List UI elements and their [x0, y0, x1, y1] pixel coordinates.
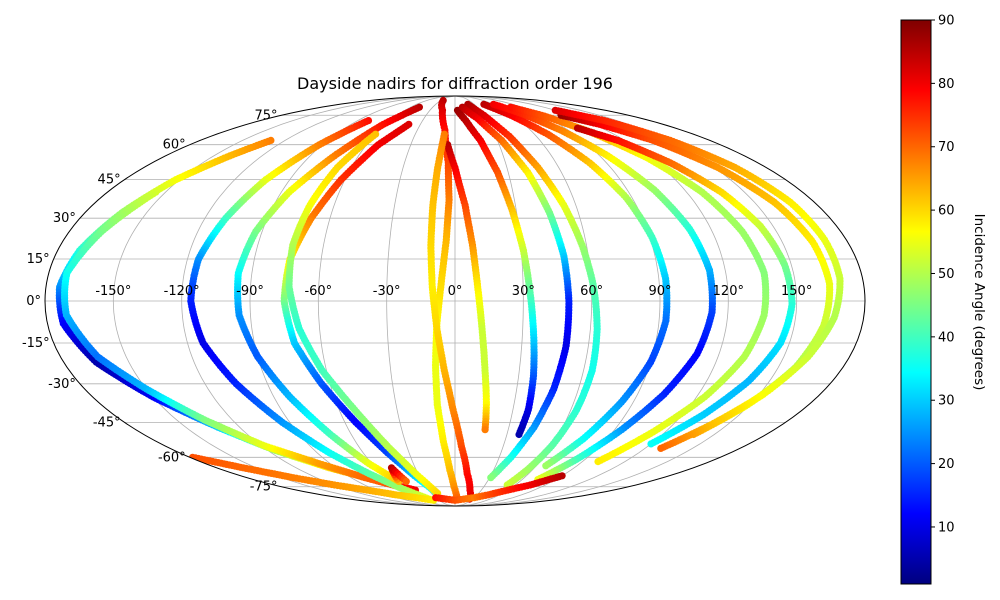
colorbar-label: Incidence Angle (degrees)	[971, 214, 987, 391]
scatter-points	[55, 96, 844, 504]
x-tick-label: 0°	[448, 284, 463, 299]
x-tick-label: 30°	[512, 284, 535, 299]
y-tick-label: -15°	[22, 336, 50, 351]
colorbar-tick-label: 70	[938, 140, 955, 155]
colorbar-tick-label: 50	[938, 267, 955, 282]
colorbar-tick-label: 60	[938, 204, 955, 219]
colorbar-tick-label: 90	[938, 14, 955, 29]
y-tick-label: -45°	[93, 415, 121, 430]
y-tick-label: -60°	[158, 450, 186, 465]
y-tick-label: 30°	[53, 211, 76, 226]
x-tick-label: -120°	[164, 284, 200, 299]
colorbar-tick-label: 20	[938, 457, 955, 472]
chart-title: Dayside nadirs for diffraction order 196	[297, 74, 613, 93]
x-tick-label: 90°	[648, 284, 671, 299]
colorbar-tick-label: 30	[938, 394, 955, 409]
longitude-tick-labels: -150° -120° -90° -60° -30° 0° 30° 60° 90° 120° 150…	[95, 284, 812, 299]
data-point	[657, 444, 665, 452]
x-tick-label: -60°	[304, 284, 332, 299]
y-tick-label: 0°	[26, 294, 41, 309]
data-point	[647, 440, 655, 448]
y-tick-label: -75°	[250, 480, 278, 495]
x-tick-label: -30°	[373, 284, 401, 299]
data-point	[481, 426, 489, 434]
y-tick-label: 15°	[27, 252, 50, 267]
x-tick-label: -90°	[236, 284, 264, 299]
colorbar	[900, 19, 932, 585]
y-tick-label: 45°	[98, 173, 121, 188]
colorbar-tick-label: 10	[938, 520, 955, 535]
x-tick-label: -150°	[95, 284, 131, 299]
data-point	[487, 474, 495, 482]
data-point	[542, 462, 550, 470]
data-point	[558, 472, 566, 480]
x-tick-label: 150°	[781, 284, 812, 299]
x-tick-label: 120°	[713, 284, 744, 299]
data-point	[402, 477, 410, 485]
y-tick-label: 60°	[163, 138, 186, 153]
data-point	[594, 458, 602, 466]
colorbar-tick-label: 40	[938, 330, 955, 345]
data-point	[515, 430, 523, 439]
y-tick-label: -30°	[48, 377, 76, 392]
y-tick-label: 75°	[254, 108, 277, 123]
colorbar-ticks: 10 20 30 40 50 60 70 80 90	[931, 14, 955, 535]
x-tick-label: 60°	[580, 284, 603, 299]
colorbar-tick-label: 80	[938, 77, 955, 92]
